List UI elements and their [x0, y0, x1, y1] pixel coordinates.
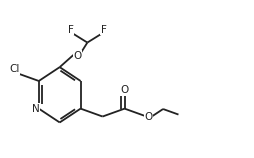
- Text: F: F: [101, 25, 107, 35]
- Text: O: O: [73, 51, 82, 61]
- Text: N: N: [31, 104, 39, 114]
- Text: Cl: Cl: [9, 64, 20, 74]
- Text: F: F: [68, 25, 74, 35]
- Text: O: O: [145, 112, 153, 122]
- Text: O: O: [120, 85, 129, 95]
